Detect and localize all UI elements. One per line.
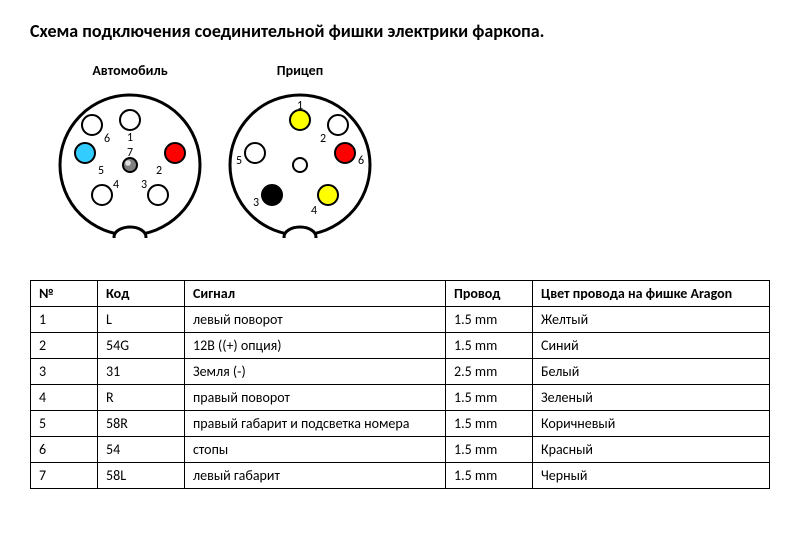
table-cell: 1.5 mm [446, 411, 533, 437]
table-cell: 1.5 mm [446, 463, 533, 489]
svg-text:6: 6 [104, 132, 110, 146]
table-cell: R [98, 385, 185, 411]
table-cell: L [98, 307, 185, 333]
table-cell: 2.5 mm [446, 359, 533, 385]
table-cell: правый габарит и подсветка номера [185, 411, 446, 437]
table-cell: 58R [98, 411, 185, 437]
table-row: 654стопы1.5 mmКрасный [31, 437, 770, 463]
svg-text:5: 5 [236, 154, 242, 168]
table-row: 331Земля (-)2.5 mmБелый [31, 359, 770, 385]
pinout-table: № Код Сигнал Провод Цвет провода на фишк… [30, 280, 770, 489]
connector-car-svg: 1234567 [50, 85, 210, 245]
table-cell: правый поворот [185, 385, 446, 411]
table-cell: Зеленый [533, 385, 770, 411]
svg-text:5: 5 [98, 164, 104, 178]
table-cell: 6 [31, 437, 98, 463]
table-row: 4Rправый поворот1.5 mmЗеленый [31, 385, 770, 411]
table-cell: 1.5 mm [446, 385, 533, 411]
table-cell: 1.5 mm [446, 307, 533, 333]
table-cell: Черный [533, 463, 770, 489]
table-row: 1Lлевый поворот1.5 mmЖелтый [31, 307, 770, 333]
svg-text:1: 1 [297, 99, 303, 113]
svg-text:4: 4 [311, 204, 317, 218]
table-cell: Земля (-) [185, 359, 446, 385]
table-cell: стопы [185, 437, 446, 463]
svg-text:4: 4 [113, 178, 119, 192]
connector-trailer: Прицеп 1 2 3 4 5 6 [220, 62, 380, 250]
th-code: Код [98, 281, 185, 307]
table-cell: 5 [31, 411, 98, 437]
svg-text:1: 1 [127, 131, 133, 145]
table-cell: Синий [533, 333, 770, 359]
table-cell: Коричневый [533, 411, 770, 437]
connector-car: Автомобиль 1234567 [50, 62, 210, 250]
table-body: 1Lлевый поворот1.5 mmЖелтый254G12В ((+) … [31, 307, 770, 489]
table-cell: 1 [31, 307, 98, 333]
table-cell: 1.5 mm [446, 437, 533, 463]
table-cell: 2 [31, 333, 98, 359]
table-row: 254G12В ((+) опция)1.5 mmСиний [31, 333, 770, 359]
table-cell: 4 [31, 385, 98, 411]
table-cell: левый поворот [185, 307, 446, 333]
th-num: № [31, 281, 98, 307]
th-color: Цвет провода на фишке Aragon [533, 281, 770, 307]
table-cell: 12В ((+) опция) [185, 333, 446, 359]
table-row: 558Rправый габарит и подсветка номера1.5… [31, 411, 770, 437]
svg-text:7: 7 [127, 146, 133, 160]
table-cell: 58L [98, 463, 185, 489]
svg-text:6: 6 [358, 154, 364, 168]
table-cell: Красный [533, 437, 770, 463]
page-title: Схема подключения соединительной фишки э… [30, 20, 770, 42]
connector-trailer-svg: 1 2 3 4 5 6 [220, 85, 380, 245]
table-cell: 54G [98, 333, 185, 359]
table-cell: 31 [98, 359, 185, 385]
th-sig: Сигнал [185, 281, 446, 307]
table-cell: Белый [533, 359, 770, 385]
th-wire: Провод [446, 281, 533, 307]
table-cell: 54 [98, 437, 185, 463]
table-header-row: № Код Сигнал Провод Цвет провода на фишк… [31, 281, 770, 307]
connector-diagrams: Автомобиль 1234567 Прицеп 123456 [50, 62, 770, 250]
table-row: 758Lлевый габарит1.5 mmЧерный [31, 463, 770, 489]
connector-trailer-label: Прицеп [220, 62, 380, 79]
table-cell: левый габарит [185, 463, 446, 489]
table-cell: Желтый [533, 307, 770, 333]
table-cell: 3 [31, 359, 98, 385]
svg-text:3: 3 [141, 178, 147, 192]
table-cell: 7 [31, 463, 98, 489]
svg-text:3: 3 [253, 196, 259, 210]
table-cell: 1.5 mm [446, 333, 533, 359]
connector-car-label: Автомобиль [50, 62, 210, 79]
svg-text:2: 2 [156, 164, 162, 178]
svg-text:2: 2 [320, 132, 326, 146]
